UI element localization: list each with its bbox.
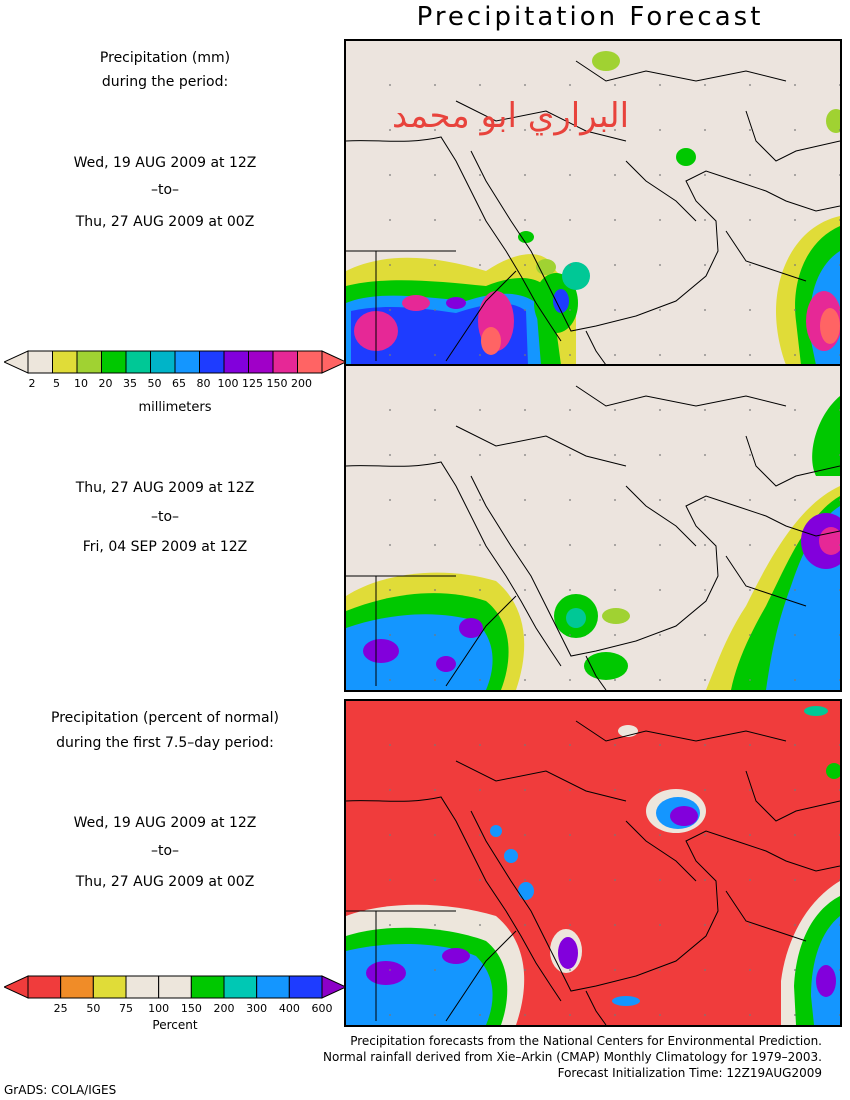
footer-line3: Forecast Initialization Time: 12Z19AUG20…: [557, 1066, 822, 1080]
percent-tick-label: 600: [312, 1002, 333, 1015]
percent-swatch: [288, 975, 323, 999]
map-panel-3: [344, 699, 842, 1027]
percent-colorbar: 25 50 75 100 150 200 300 400 600: [4, 974, 346, 1022]
percent-tick-label: 150: [181, 1002, 202, 1015]
mm-swatch: [27, 350, 53, 374]
percent-swatch: [60, 975, 94, 999]
mm-swatch: [248, 350, 274, 374]
mm-swatch: [101, 350, 127, 374]
percent-swatch: [158, 975, 192, 999]
mm-swatch: [272, 350, 298, 374]
mm-tick-label: 10: [74, 377, 88, 390]
percent-tick-label: 25: [54, 1002, 68, 1015]
footer-line2: Normal rainfall derived from Xie–Arkin (…: [323, 1050, 822, 1064]
percent-colorbar-svg: 25 50 75 100 150 200 300 400 600: [4, 975, 346, 1015]
coastlines-panel1: [346, 60, 840, 365]
panel1-end-date: Thu, 27 AUG 2009 at 00Z: [75, 214, 255, 230]
percent-tick-label: 200: [214, 1002, 235, 1015]
panel1-start-date: Wed, 19 AUG 2009 at 12Z: [73, 155, 257, 171]
panel3-heading-line1: Precipitation (percent of normal): [51, 710, 279, 726]
panel3-start-date: Wed, 19 AUG 2009 at 12Z: [73, 815, 257, 831]
panel2-start-date: Thu, 27 AUG 2009 at 12Z: [75, 480, 255, 496]
watermark-text: البراري ابو محمد: [392, 96, 630, 136]
percent-arrow-left: [4, 975, 29, 999]
mm-swatch: [174, 350, 200, 374]
mm-swatch: [76, 350, 102, 374]
mm-tick-label: 20: [99, 377, 113, 390]
percent-tick-label: 50: [86, 1002, 100, 1015]
mm-tick-label: 50: [148, 377, 162, 390]
percent-tick-label: 300: [246, 1002, 267, 1015]
panel1-heading-line1: Precipitation (mm): [99, 50, 231, 66]
mm-swatch: [150, 350, 176, 374]
mm-colorbar: 2 5 10 20 35 50 65 80 100 125 150 200: [4, 349, 346, 397]
panel3-end-date: Thu, 27 AUG 2009 at 00Z: [75, 874, 255, 890]
mm-swatch: [199, 350, 225, 374]
percent-swatch: [27, 975, 62, 999]
mm-colorbar-svg: 2 5 10 20 35 50 65 80 100 125 150 200: [4, 350, 346, 390]
percent-tick-label: 75: [119, 1002, 133, 1015]
percent-arrow-right: [321, 975, 346, 999]
map-panel-1: [344, 39, 842, 367]
mm-tick-label: 5: [53, 377, 60, 390]
footer-notes: Precipitation forecasts from the Nationa…: [323, 1033, 822, 1081]
mm-tick-label: 200: [291, 377, 312, 390]
coastlines-panel3: [346, 720, 840, 1025]
mm-swatch: [125, 350, 151, 374]
map-panel-2: [344, 364, 842, 692]
mm-swatch: [223, 350, 249, 374]
mm-tick-label: 125: [242, 377, 263, 390]
percent-tick-label: 100: [148, 1002, 169, 1015]
panel3-to-label: –to–: [150, 843, 180, 859]
percent-swatch: [190, 975, 225, 999]
mm-swatch: [52, 350, 78, 374]
mm-legend-unit: millimeters: [138, 400, 212, 415]
mm-tick-label: 150: [267, 377, 288, 390]
software-credit: GrADS: COLA/IGES: [4, 1083, 117, 1097]
panel2-end-date: Fri, 04 SEP 2009 at 12Z: [82, 539, 248, 555]
panel2-to-label: –to–: [150, 509, 180, 525]
mm-tick-label: 100: [218, 377, 239, 390]
percent-swatch: [92, 975, 127, 999]
mm-tick-label: 80: [197, 377, 211, 390]
mm-arrow-right: [321, 350, 346, 374]
percent-swatch: [125, 975, 160, 999]
panel3-heading-line2: during the first 7.5–day period:: [56, 735, 274, 751]
percent-tick-label: 400: [279, 1002, 300, 1015]
mm-arrow-left: [4, 350, 29, 374]
coastlines-panel2: [346, 385, 840, 690]
percent-swatch: [223, 975, 258, 999]
mm-tick-label: 65: [172, 377, 186, 390]
footer-line1: Precipitation forecasts from the Nationa…: [350, 1034, 822, 1048]
percent-swatch: [256, 975, 290, 999]
percent-legend-unit: Percent: [152, 1018, 198, 1032]
mm-tick-label: 35: [123, 377, 137, 390]
panel1-to-label: –to–: [150, 182, 180, 198]
panel1-heading-line2: during the period:: [101, 74, 229, 90]
mm-tick-label: 2: [29, 377, 36, 390]
chart-title: Precipitation Forecast: [416, 2, 764, 32]
mm-swatch: [297, 350, 323, 374]
